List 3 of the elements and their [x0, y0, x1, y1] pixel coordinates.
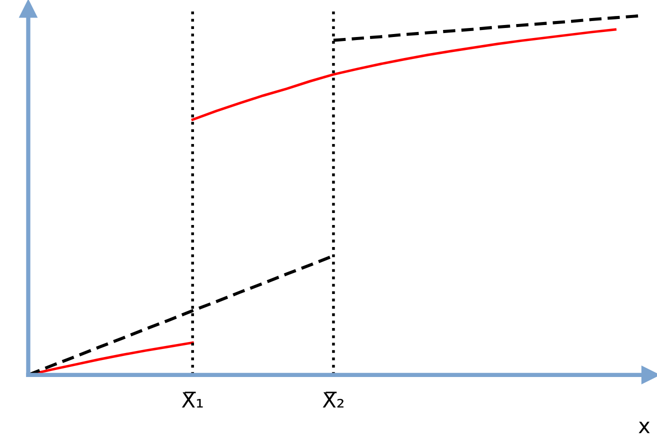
- x-tick-label: X̅₁: [182, 392, 203, 408]
- x-tick-label: X̅₂: [322, 392, 344, 408]
- x-axis-title: x: [638, 422, 650, 434]
